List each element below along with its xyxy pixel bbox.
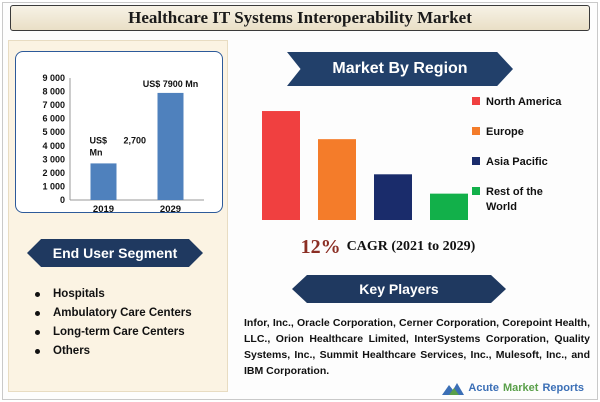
list-item-label: Long-term Care Centers [53, 326, 185, 338]
bar-europe [318, 139, 356, 220]
logo-text-acute: Acute [468, 382, 499, 394]
legend-label: Asia Pacific [486, 156, 548, 168]
legend-swatch [472, 127, 480, 135]
bar-rest-of-the-world [430, 193, 468, 220]
key-players-banner: Key Players [292, 275, 506, 303]
logo-mountain-icon [442, 383, 465, 395]
cagr-statement: 12% CAGR (2021 to 2029) [248, 234, 528, 260]
data-label-2029: US$ 7900 Mn [143, 79, 199, 89]
y-tick-label: 5 000 [42, 127, 65, 137]
brand-logo: Acute Market Reports [442, 380, 584, 396]
logo-text-reports: Reports [542, 382, 584, 394]
bar-2029 [157, 92, 184, 200]
bar-2019 [90, 163, 117, 200]
y-tick-label: 1 000 [42, 181, 65, 191]
legend-label: Europe [486, 126, 524, 138]
bar-north-america [262, 111, 300, 220]
y-tick-label: 4 000 [42, 141, 65, 151]
x-tick-label: 2019 [93, 204, 114, 214]
legend-swatch [472, 157, 480, 165]
bullet-icon [35, 292, 40, 297]
y-tick-label: 2 000 [42, 168, 65, 178]
list-item: Hospitals [31, 285, 221, 304]
logo-text-market: Market [502, 382, 539, 394]
end-user-segment-banner: End User Segment [27, 239, 203, 267]
cagr-label: CAGR (2021 to 2029) [346, 239, 476, 254]
left-panel: 0 1 000 2 000 3 000 4 000 5 000 6 000 7 000 8 00… [8, 40, 228, 392]
market-by-region-banner: Market By Region [287, 52, 513, 86]
cagr-value: 12% [300, 235, 341, 258]
data-label-2019-unit: Mn [90, 147, 103, 157]
bullet-icon [35, 311, 40, 316]
list-item-label: Others [53, 345, 91, 357]
bullet-icon [35, 330, 40, 335]
legend-label: North America [486, 96, 562, 108]
legend-label-line1: Rest of the [486, 186, 543, 198]
list-item: Long-term Care Centers [31, 323, 221, 342]
bullet-icon [35, 349, 40, 354]
bar-asia-pacific [374, 174, 412, 220]
end-user-list: Hospitals Ambulatory Care Centers Long-t… [31, 285, 221, 361]
list-item: Ambulatory Care Centers [31, 304, 221, 323]
page-title: Healthcare IT Systems Interoperability M… [10, 5, 590, 31]
market-by-region-chart: North America Europe Asia Pacific Rest of t… [262, 96, 562, 220]
y-tick-label: 0 [60, 195, 65, 205]
list-item: Others [31, 342, 221, 361]
legend-label-line2: World [486, 201, 517, 213]
data-label-2019-currency: US$ [90, 135, 108, 145]
y-tick-label: 6 000 [42, 114, 65, 124]
legend-swatch [472, 97, 480, 105]
y-tick-label: 7 000 [42, 100, 65, 110]
y-tick-label: 9 000 [42, 73, 65, 83]
market-size-chart-box: 0 1 000 2 000 3 000 4 000 5 000 6 000 7 000 8 00… [15, 51, 223, 214]
y-tick-label: 3 000 [42, 154, 65, 164]
legend-swatch [472, 187, 480, 195]
list-item-label: Ambulatory Care Centers [53, 307, 192, 319]
data-label-2019-value: 2,700 [124, 135, 147, 145]
key-players-text: Infor, Inc., Oracle Corporation, Cerner … [244, 317, 590, 377]
x-tick-label: 2029 [160, 204, 181, 214]
list-item-label: Hospitals [53, 288, 105, 300]
y-tick-label: 8 000 [42, 87, 65, 97]
market-size-chart: 0 1 000 2 000 3 000 4 000 5 000 6 000 7 000 8 00… [42, 73, 204, 214]
